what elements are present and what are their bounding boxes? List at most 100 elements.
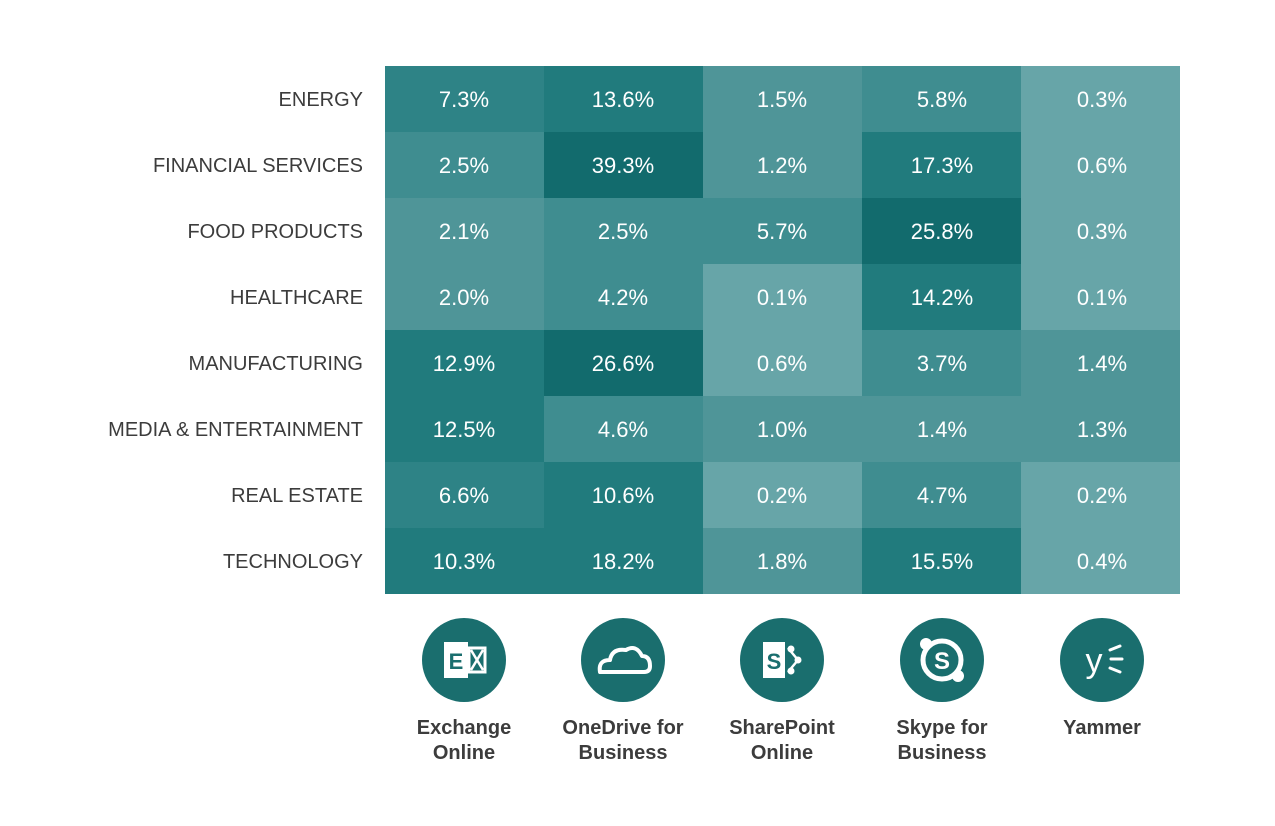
- column-label: Yammer: [1063, 717, 1141, 739]
- heatmap-cell: [862, 132, 1021, 198]
- cell-value-label: 25.8%: [911, 219, 973, 244]
- cell-value-label: 4.6%: [598, 417, 648, 442]
- cell-value-label: 17.3%: [911, 153, 973, 178]
- cell-value-label: 1.0%: [757, 417, 807, 442]
- heatmap-cell: [544, 264, 703, 330]
- heatmap-cell: [1021, 66, 1180, 132]
- cell-value-label: 26.6%: [592, 351, 654, 376]
- heatmap-cell: [544, 528, 703, 594]
- heatmap-cell: [544, 198, 703, 264]
- cell-value-label: 0.6%: [757, 351, 807, 376]
- sharepoint-icon: S: [740, 618, 824, 702]
- onedrive-icon-circle: [581, 618, 665, 702]
- column-label: Exchange: [417, 717, 511, 739]
- heatmap-cell: [862, 396, 1021, 462]
- row-label: ENERGY: [279, 89, 363, 111]
- cell-value-label: 0.3%: [1077, 87, 1127, 112]
- row-label: REAL ESTATE: [231, 485, 363, 507]
- row-label: MANUFACTURING: [189, 353, 363, 375]
- cell-value-label: 4.7%: [917, 483, 967, 508]
- cell-value-label: 1.5%: [757, 87, 807, 112]
- column-labels: Exchange Online OneDrive for Business ShareP…: [417, 717, 1141, 764]
- cell-value-label: 39.3%: [592, 153, 654, 178]
- yammer-icon: y: [1060, 618, 1144, 702]
- cell-value-label: 2.1%: [439, 219, 489, 244]
- cell-value-label: 18.2%: [592, 549, 654, 574]
- heatmap-cell: [1021, 528, 1180, 594]
- heatmap-cell: [544, 132, 703, 198]
- cell-value-label: 0.4%: [1077, 549, 1127, 574]
- cell-value-label: 5.7%: [757, 219, 807, 244]
- cell-value-label: 1.2%: [757, 153, 807, 178]
- service-icons: E S S y: [422, 618, 1144, 702]
- cell-value-label: 1.4%: [1077, 351, 1127, 376]
- heatmap-cell: [385, 198, 544, 264]
- row-label: MEDIA & ENTERTAINMENT: [108, 419, 363, 441]
- heatmap-cell: [385, 66, 544, 132]
- cell-value-label: 12.5%: [433, 417, 495, 442]
- heatmap-cell: [385, 132, 544, 198]
- heatmap-cell: [385, 264, 544, 330]
- yammer-icon-circle: [1060, 618, 1144, 702]
- cell-value-label: 0.3%: [1077, 219, 1127, 244]
- cell-value-label: 13.6%: [592, 87, 654, 112]
- cell-value-label: 7.3%: [439, 87, 489, 112]
- svg-text:S: S: [767, 649, 782, 674]
- heatmap-cell: [703, 330, 862, 396]
- heatmap-cell: [703, 462, 862, 528]
- heatmap-cell: [385, 528, 544, 594]
- cell-value-label: 10.3%: [433, 549, 495, 574]
- cell-value-label: 2.5%: [439, 153, 489, 178]
- skype-icon-circle: [900, 618, 984, 702]
- cell-value-label: 6.6%: [439, 483, 489, 508]
- cell-value-label: 0.6%: [1077, 153, 1127, 178]
- cell-value-label: 1.8%: [757, 549, 807, 574]
- column-label: Business: [579, 742, 668, 764]
- heatmap-cell: [862, 198, 1021, 264]
- cell-value-label: 2.5%: [598, 219, 648, 244]
- heatmap-cell: [703, 66, 862, 132]
- svg-text:S: S: [934, 648, 950, 675]
- svg-text:y: y: [1086, 642, 1103, 680]
- heatmap-cell: [1021, 462, 1180, 528]
- row-label: HEALTHCARE: [230, 287, 363, 309]
- cell-value-label: 1.3%: [1077, 417, 1127, 442]
- column-label: Business: [898, 742, 987, 764]
- cell-value-label: 0.2%: [1077, 483, 1127, 508]
- column-label: SharePoint: [729, 717, 835, 739]
- cell-value-label: 3.7%: [917, 351, 967, 376]
- column-label: Skype for: [896, 717, 987, 739]
- heatmap-cell: [703, 132, 862, 198]
- heatmap-cell: [544, 66, 703, 132]
- heatmap-cell: [862, 264, 1021, 330]
- skype-icon: S: [900, 618, 984, 702]
- heatmap-cell: [385, 462, 544, 528]
- heatmap-cells: 7.3% 13.6% 1.5% 5.8% 0.3% 2.5% 39.3% 1.2% 17.3% 0…: [385, 66, 1180, 594]
- onedrive-icon: [581, 618, 665, 702]
- row-label: FOOD PRODUCTS: [187, 221, 363, 243]
- heatmap-cell: [862, 330, 1021, 396]
- cell-value-label: 0.1%: [1077, 285, 1127, 310]
- svg-text:E: E: [449, 649, 464, 674]
- heatmap-cell: [862, 528, 1021, 594]
- exchange-icon: E: [422, 618, 506, 702]
- heatmap-cell: [862, 462, 1021, 528]
- heatmap-cell: [1021, 198, 1180, 264]
- heatmap-cell: [1021, 264, 1180, 330]
- column-label: Online: [433, 742, 495, 764]
- cell-value-label: 0.1%: [757, 285, 807, 310]
- heatmap-cell: [544, 462, 703, 528]
- cell-value-label: 2.0%: [439, 285, 489, 310]
- heatmap-cell: [703, 264, 862, 330]
- cell-value-label: 10.6%: [592, 483, 654, 508]
- row-labels: ENERGY FINANCIAL SERVICES FOOD PRODUCTS HEA…: [108, 89, 363, 573]
- heatmap-cell: [385, 330, 544, 396]
- heatmap-cell: [862, 66, 1021, 132]
- row-label: TECHNOLOGY: [223, 551, 363, 573]
- heatmap-cell: [703, 198, 862, 264]
- heatmap-cell: [703, 396, 862, 462]
- heatmap-cell: [1021, 330, 1180, 396]
- heatmap-cell: [544, 396, 703, 462]
- heatmap-cell: [703, 528, 862, 594]
- heatmap-cell: [1021, 132, 1180, 198]
